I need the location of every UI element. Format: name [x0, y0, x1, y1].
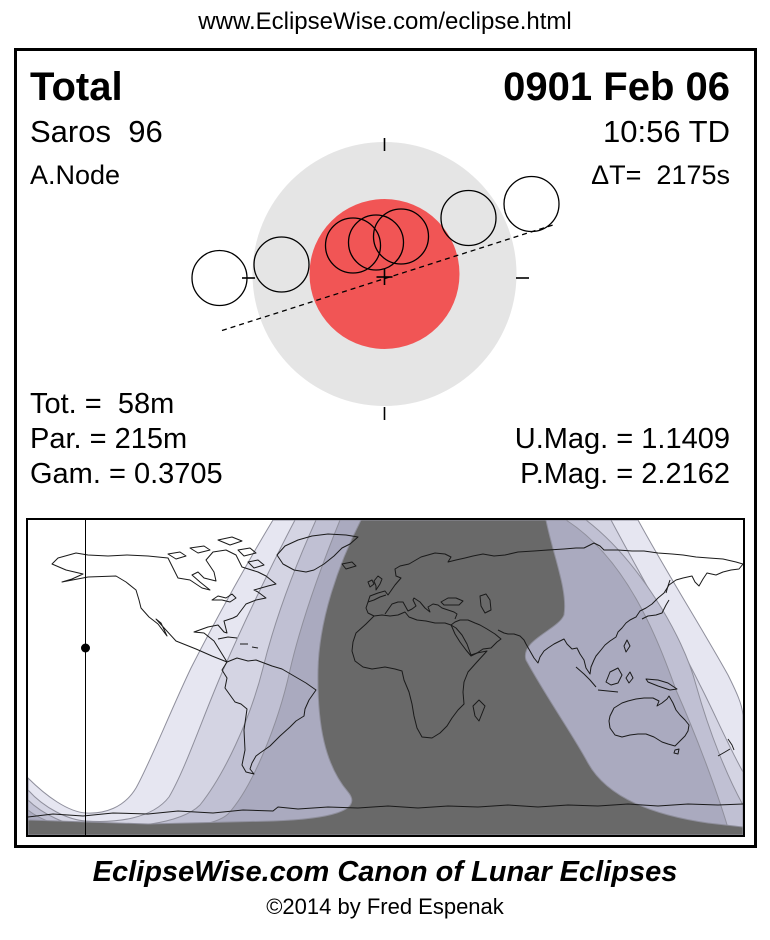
partial-duration: Par. = 215m	[30, 423, 188, 455]
zenith-point-dot	[81, 643, 90, 653]
eclipse-date-label: 0901 Feb 06	[503, 65, 730, 109]
coast-siberia	[464, 542, 743, 565]
moon-contact-circle-u3	[372, 208, 430, 265]
coast-southeast-asia-islands	[575, 639, 678, 693]
total-visibility-region	[28, 520, 743, 835]
moon-contact-circle-u4	[440, 189, 497, 247]
moon-contact-circles	[191, 175, 560, 307]
coast-tasmania-new-zealand	[673, 738, 735, 757]
coast-arctic-islands	[167, 536, 265, 569]
eclipse-panel: Total 0901 Feb 06 Saros 96 10:56 TD A.No…	[14, 48, 757, 848]
coast-north-america	[51, 549, 277, 663]
node-label: A.Node	[30, 160, 121, 190]
page-url-caption: www.EclipseWise.com/eclipse.html	[198, 8, 572, 35]
world-visibility-map	[28, 520, 743, 835]
footer-copyright: ©2014 by Fred Espenak	[266, 894, 504, 919]
coast-south-america	[221, 657, 317, 775]
penumbral-magnitude: P.Mag. = 2.2162	[520, 458, 730, 490]
delta-t-label: ΔT= 2175s	[591, 160, 730, 190]
axis-ticks	[242, 138, 529, 420]
coast-mediterranean-north	[365, 594, 458, 620]
eclipse-type-label: Total	[30, 65, 123, 109]
coast-greenland	[276, 533, 359, 573]
coast-great-lakes	[211, 593, 237, 603]
coast-japan	[641, 579, 671, 620]
moon-contact-circle-u1	[253, 236, 310, 293]
umbral-magnitude: U.Mag. = 1.1409	[514, 423, 730, 455]
coast-africa	[351, 611, 488, 739]
moon-contact-circle-p4	[503, 175, 560, 233]
coast-arabia	[450, 619, 502, 656]
coastlines	[28, 533, 743, 818]
moon-contact-circle-p1	[191, 249, 248, 307]
center-cross	[376, 269, 393, 285]
totality-duration: Tot. = 58m	[30, 388, 175, 420]
visibility-map-frame	[26, 518, 745, 837]
gamma-value: Gam. = 0.3705	[30, 458, 223, 490]
greatest-time-label: 10:56 TD	[603, 114, 730, 149]
coast-black-caspian-seas	[440, 593, 492, 614]
coast-asia-east	[497, 563, 743, 675]
coast-british-isles	[367, 575, 383, 591]
eclipse-geometry-figure	[191, 138, 560, 420]
coast-antarctica	[28, 803, 743, 818]
coast-europe-north	[367, 552, 466, 603]
footer-title: EclipseWise.com Canon of Lunar Eclipses	[92, 856, 678, 888]
coast-iceland	[341, 561, 357, 570]
duration-stats: Tot. = 58m Par. = 215m Gam. = 0.3705	[30, 387, 223, 492]
moon-contact-circle-greatest	[347, 214, 405, 271]
coast-caribbean	[217, 636, 259, 649]
coast-australia	[608, 695, 690, 747]
magnitude-stats: U.Mag. = 1.1409 P.Mag. = 2.2162	[515, 422, 730, 492]
saros-label: Saros 96	[30, 114, 163, 149]
moon-contact-circle-u2	[324, 217, 382, 274]
coast-madagascar	[472, 699, 486, 722]
